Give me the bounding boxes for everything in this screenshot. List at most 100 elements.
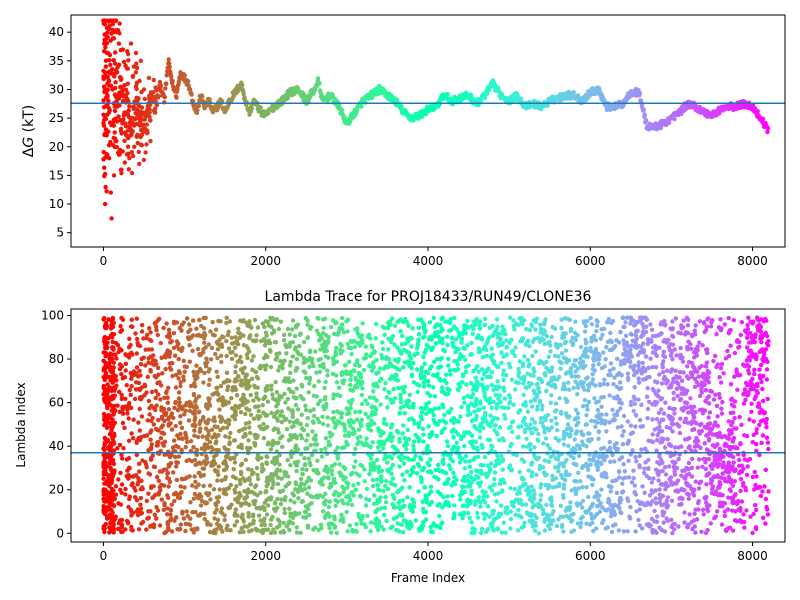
lambda-point [677, 502, 682, 507]
delta-g-early-point [135, 140, 140, 146]
lambda-point [465, 318, 470, 324]
lambda-point [703, 399, 709, 404]
lambda-point [626, 458, 631, 463]
lambda-point [657, 332, 663, 337]
lambda-point [140, 485, 145, 490]
lambda-point [132, 396, 138, 402]
lambda-point [700, 411, 706, 416]
lambda-point [119, 452, 124, 457]
lambda-point [251, 416, 257, 421]
lambda-point [490, 333, 495, 338]
lambda-point [540, 360, 545, 365]
lambda-point [382, 332, 387, 337]
lambda-point [247, 445, 253, 451]
lambda-point [723, 469, 728, 474]
lambda-point [516, 366, 521, 372]
lambda-point [629, 480, 635, 485]
delta-g-point [637, 91, 643, 96]
lambda-point [294, 525, 299, 530]
lambda-point [662, 445, 668, 450]
lambda-point [713, 353, 718, 359]
lambda-point [239, 503, 244, 508]
lambda-point [477, 326, 483, 331]
lambda-point [715, 414, 720, 419]
lambda-point [718, 317, 723, 322]
lambda-point [549, 393, 554, 398]
lambda-point [344, 509, 349, 515]
lambda-point [586, 494, 591, 500]
lambda-point [714, 332, 719, 337]
lambda-point [754, 427, 759, 432]
lambda-point [634, 509, 639, 514]
lambda-point [703, 466, 708, 472]
delta-g-early-point [123, 94, 128, 100]
delta-g-early-point [101, 84, 107, 89]
lambda-point [187, 359, 192, 364]
lambda-point [692, 355, 697, 360]
delta-g-point [200, 94, 205, 99]
lambda-point [595, 420, 600, 425]
lambda-point [725, 348, 730, 354]
delta-g-early-point [144, 142, 149, 147]
lambda-point [490, 444, 495, 449]
delta-g-x-tick-label: 2000 [250, 254, 281, 268]
lambda-point [599, 395, 604, 400]
lambda-point [234, 393, 240, 398]
lambda-point [746, 364, 752, 369]
lambda-point [226, 422, 232, 427]
lambda-point [717, 395, 722, 400]
lambda-point [254, 374, 260, 380]
delta-g-y-tick-label: 40 [49, 25, 64, 39]
lambda-point [296, 496, 301, 501]
lambda-point [476, 495, 482, 500]
lambda-point [236, 444, 241, 450]
lambda-point [520, 364, 526, 369]
lambda-point [368, 353, 373, 359]
lambda-point [552, 353, 558, 359]
lambda-point [658, 482, 664, 487]
lambda-point [497, 481, 503, 487]
delta-g-early-point [126, 151, 131, 156]
delta-g-point [258, 105, 263, 110]
lambda-point [472, 409, 477, 414]
lambda-point [492, 359, 497, 364]
lambda-point [402, 478, 407, 483]
lambda-point [637, 417, 643, 423]
lambda-point [403, 341, 408, 346]
lambda-point [353, 446, 358, 451]
lambda-point [491, 482, 496, 488]
lambda-point [702, 441, 707, 446]
lambda-point [371, 467, 377, 472]
lambda-point [133, 488, 138, 493]
lambda-point [752, 396, 757, 402]
lambda-point [109, 486, 115, 492]
lambda-point [223, 466, 229, 472]
lambda-point [522, 520, 527, 525]
lambda-point [631, 366, 636, 372]
lambda-point [119, 396, 125, 402]
delta-g-early-point [113, 50, 118, 55]
lambda-point [170, 373, 175, 379]
lambda-point [143, 363, 148, 368]
lambda-point [310, 429, 315, 434]
lambda-point [657, 372, 662, 377]
delta-g-early-point [117, 31, 122, 36]
lambda-point [631, 468, 636, 473]
lambda-point [207, 367, 212, 372]
lambda-point [730, 419, 735, 425]
lambda-point [407, 485, 412, 490]
lambda-point [198, 426, 203, 431]
delta-g-early-point [146, 108, 151, 113]
lambda-point [374, 501, 380, 506]
lambda-point [711, 397, 717, 402]
lambda-point [603, 418, 608, 424]
delta-g-early-point [128, 41, 134, 46]
delta-g-early-point [108, 83, 114, 89]
lambda-point [703, 328, 709, 333]
lambda-point [739, 499, 745, 504]
lambda-point [732, 518, 738, 523]
lambda-point [384, 395, 390, 400]
lambda-point [297, 344, 302, 349]
lambda-point [406, 323, 411, 328]
lambda-point [218, 427, 223, 433]
